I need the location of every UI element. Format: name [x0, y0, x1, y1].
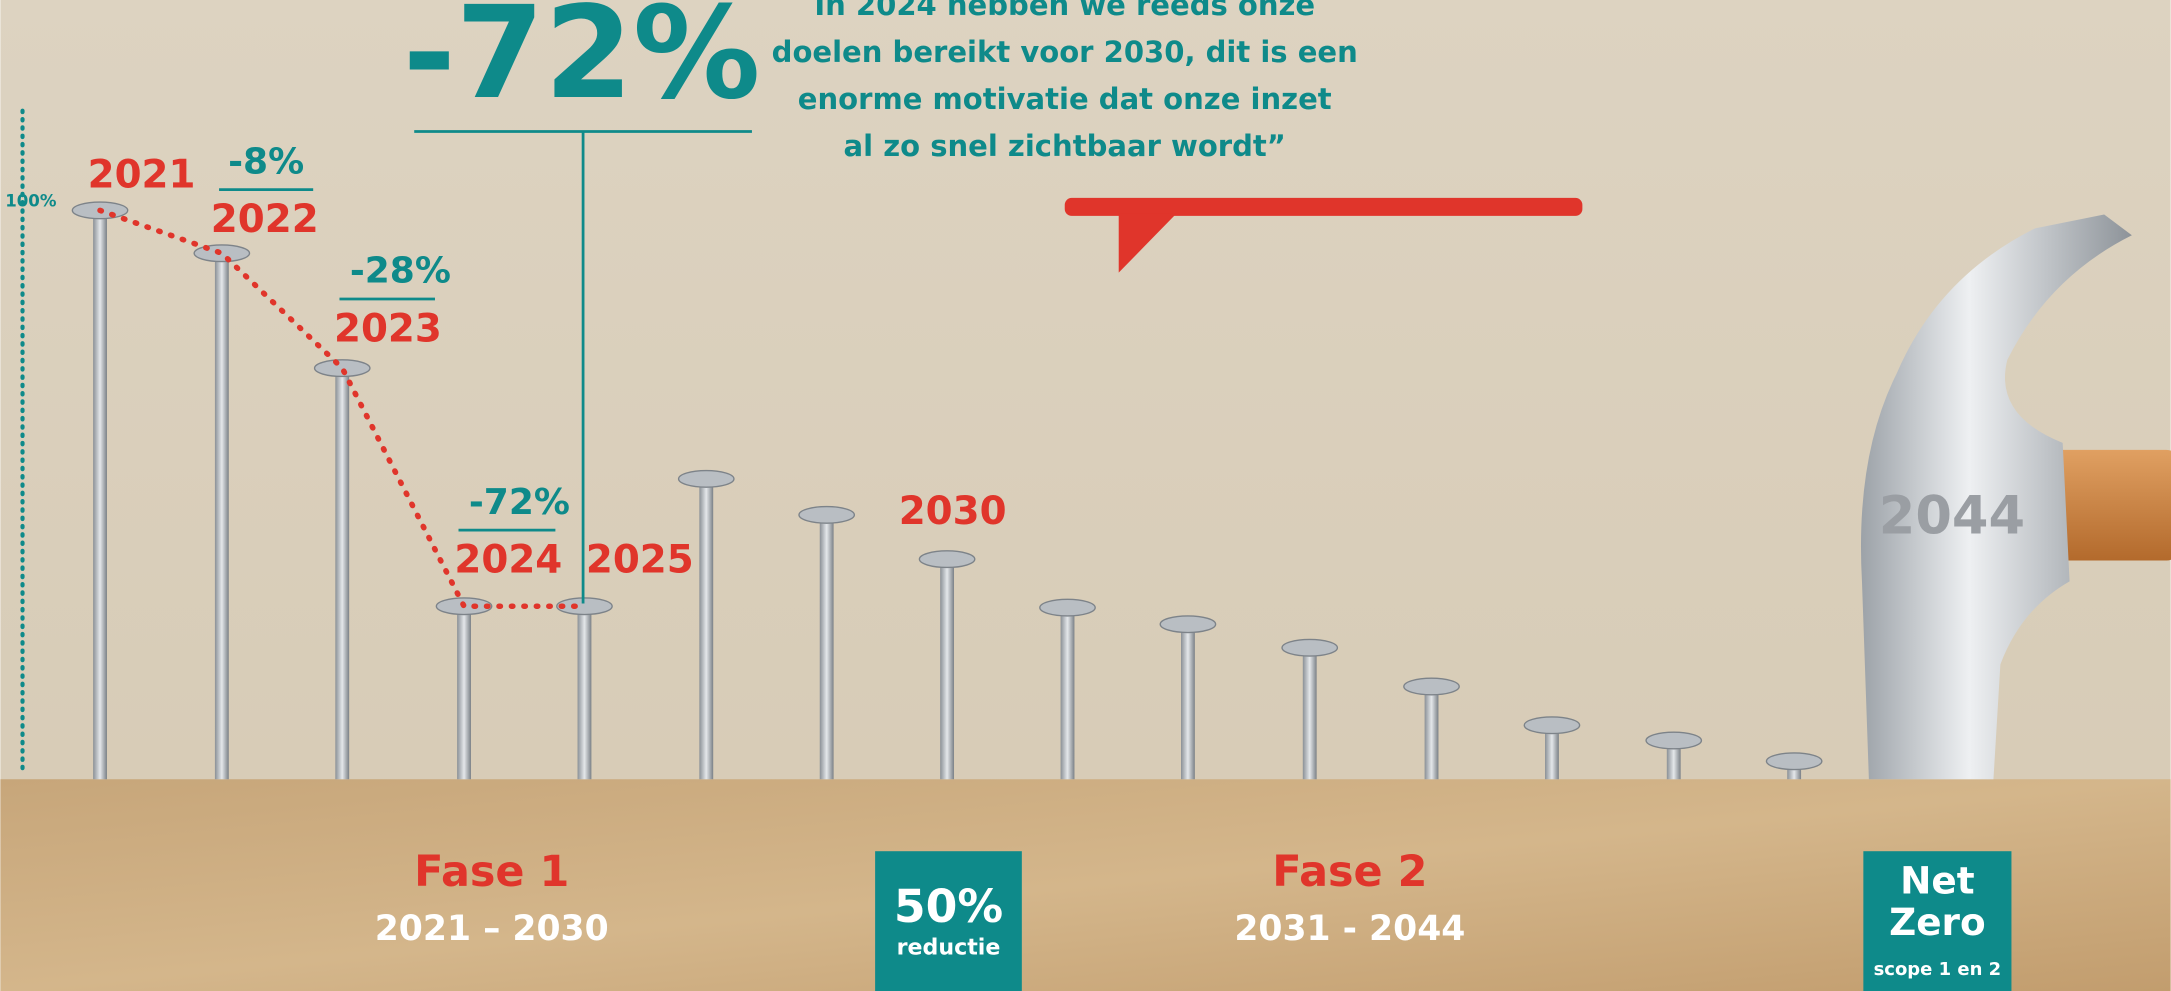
quote-line: doelen bereikt voor 2030, dit is een: [772, 35, 1358, 69]
nail-head: [919, 551, 974, 568]
quote-line: enorme motivatie dat onze inzet: [798, 82, 1332, 116]
hammer-year: 2044: [1879, 486, 2025, 547]
nail-shank: [215, 253, 229, 779]
quote-line: al zo snel zichtbaar wordt”: [844, 129, 1286, 163]
nail-head: [194, 245, 249, 262]
badge-title: Net: [1900, 859, 1974, 903]
year-label: 2021: [88, 153, 196, 198]
badge-title: 50%: [894, 880, 1003, 933]
headline: -72%: [403, 0, 761, 128]
phase-range: 2031 - 2044: [1234, 909, 1465, 949]
year-label: 2024: [454, 537, 562, 582]
nail-head: [1160, 616, 1215, 633]
nail-shank: [1181, 624, 1195, 779]
nail-head: [1282, 639, 1337, 656]
nail-head: [1646, 732, 1701, 749]
nail-shank: [335, 368, 349, 779]
nail-shank: [93, 210, 107, 779]
nail-shank: [1425, 687, 1439, 780]
phase-range: 2021 – 2030: [375, 909, 609, 949]
nail-head: [1404, 678, 1459, 695]
nail-shank: [699, 479, 713, 779]
change-label: -28%: [350, 251, 451, 292]
nail-shank: [820, 515, 834, 779]
change-label: -8%: [228, 141, 304, 182]
phase-title: Fase 2: [1272, 847, 1427, 897]
wood: [0, 779, 2170, 991]
year-label: 2023: [334, 306, 442, 351]
year-label: 2025: [586, 537, 694, 582]
nail-shank: [1303, 648, 1317, 779]
nail-head: [1040, 599, 1095, 616]
nail-shank: [457, 606, 471, 779]
change-label: -72%: [469, 482, 570, 523]
nail-shank: [1061, 608, 1075, 780]
badge-subtitle: scope 1 en 2: [1874, 959, 2002, 980]
quote-line: In 2024 hebben we reeds onze: [814, 0, 1315, 22]
axis-label: 100%: [5, 192, 57, 211]
page: 2044 100% -72% In 2024 hebben we reeds o…: [0, 0, 2171, 991]
phase-title: Fase 1: [414, 847, 569, 897]
year-label: 2022: [211, 197, 319, 242]
badge-title: Zero: [1889, 900, 1986, 944]
nail-shank: [940, 559, 954, 779]
badge-subtitle: reductie: [897, 935, 1001, 961]
nail-head: [679, 471, 734, 488]
nail-head: [1766, 753, 1821, 770]
infographic: 2044 100% -72% In 2024 hebben we reeds o…: [0, 0, 2171, 991]
nail-shank: [578, 606, 592, 779]
nail-head: [1524, 717, 1579, 734]
nail-head: [799, 507, 854, 524]
year-label: 2030: [899, 489, 1007, 534]
